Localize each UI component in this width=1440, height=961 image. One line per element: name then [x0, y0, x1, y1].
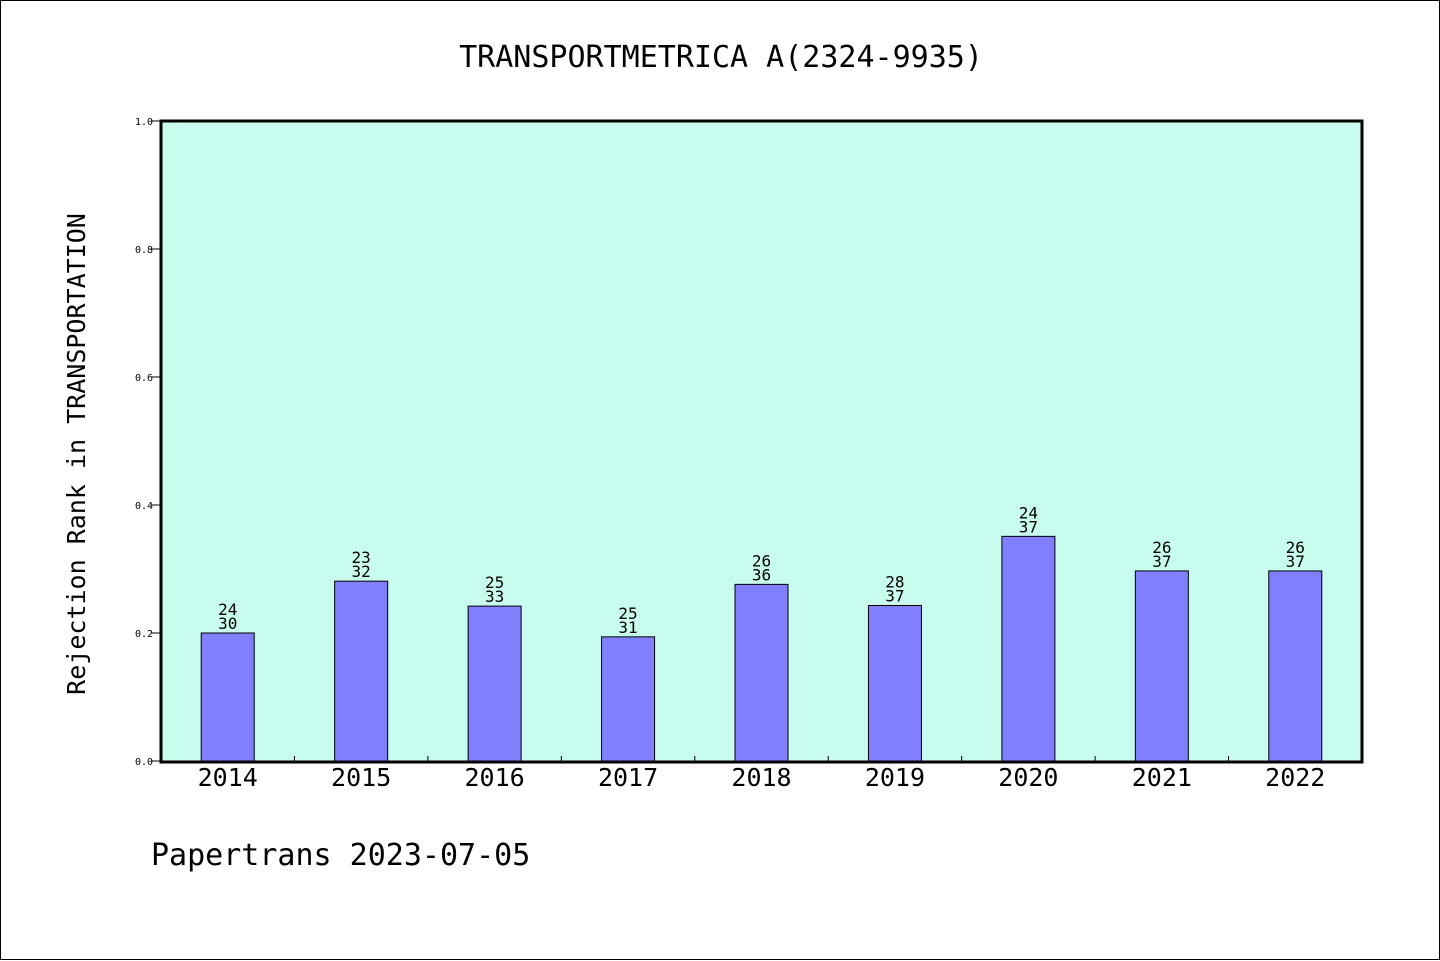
bar — [334, 580, 389, 762]
bar-label-top: 23 — [352, 548, 371, 567]
y-tick-label: 0.8 — [135, 245, 153, 256]
x-tick-label: 2019 — [865, 763, 925, 792]
x-tick-label: 2017 — [598, 763, 658, 792]
bar-label-bottom: 36 — [752, 565, 771, 584]
bar-label-top: 25 — [485, 573, 504, 592]
bar — [1268, 570, 1323, 762]
bar-label-bottom: 33 — [485, 587, 504, 606]
bar-label-top: 26 — [1152, 538, 1171, 557]
footer-credit: Papertrans 2023-07-05 — [151, 838, 530, 873]
bar-label-top: 25 — [618, 604, 637, 623]
bar-label-top: 24 — [218, 600, 237, 619]
x-tick-label: 2021 — [1132, 763, 1192, 792]
x-tick-label: 2016 — [465, 763, 525, 792]
y-tick-label: 1.0 — [135, 117, 153, 128]
bar — [200, 632, 255, 762]
y-tick-label: 0.4 — [135, 501, 153, 512]
x-tick-label: 2018 — [731, 763, 791, 792]
x-axis: 2014 2015 2016 2017 2018 2019 2020 2021 2022 — [198, 756, 1325, 792]
y-tick-label: 0.2 — [135, 629, 153, 640]
bar — [734, 583, 789, 762]
plot-border — [159, 119, 1364, 764]
bar — [601, 636, 656, 762]
bar — [1134, 570, 1189, 762]
x-tick-label: 2014 — [198, 763, 258, 792]
bar-label-bottom: 31 — [618, 618, 637, 637]
y-axis: 0.0 0.2 0.4 0.6 0.8 1.0 — [135, 117, 161, 768]
bar-label-top: 24 — [1019, 503, 1038, 522]
bar-label-top: 28 — [885, 572, 904, 591]
bar — [1001, 535, 1056, 762]
bar-label-bottom: 37 — [1019, 517, 1038, 536]
x-tick-label: 2022 — [1265, 763, 1325, 792]
bar-label-top: 26 — [752, 551, 771, 570]
y-tick-label: 0.6 — [135, 373, 153, 384]
chart-title: TRANSPORTMETRICA A(2324-9935) — [459, 40, 983, 75]
bar-label-bottom: 37 — [885, 586, 904, 605]
y-axis-label: Rejection Rank in TRANSPORTATION — [62, 213, 91, 695]
bar — [467, 605, 522, 762]
x-tick-label: 2015 — [331, 763, 391, 792]
y-tick-label: 0.0 — [135, 757, 153, 768]
bar-label-top: 26 — [1286, 538, 1305, 557]
bar — [867, 604, 922, 762]
bar-label-bottom: 32 — [352, 562, 371, 581]
x-tick-label: 2020 — [998, 763, 1058, 792]
bars-group — [200, 535, 1323, 762]
bar-label-bottom: 30 — [218, 614, 237, 633]
bar-label-bottom: 37 — [1286, 552, 1305, 571]
bar-label-bottom: 37 — [1152, 552, 1171, 571]
